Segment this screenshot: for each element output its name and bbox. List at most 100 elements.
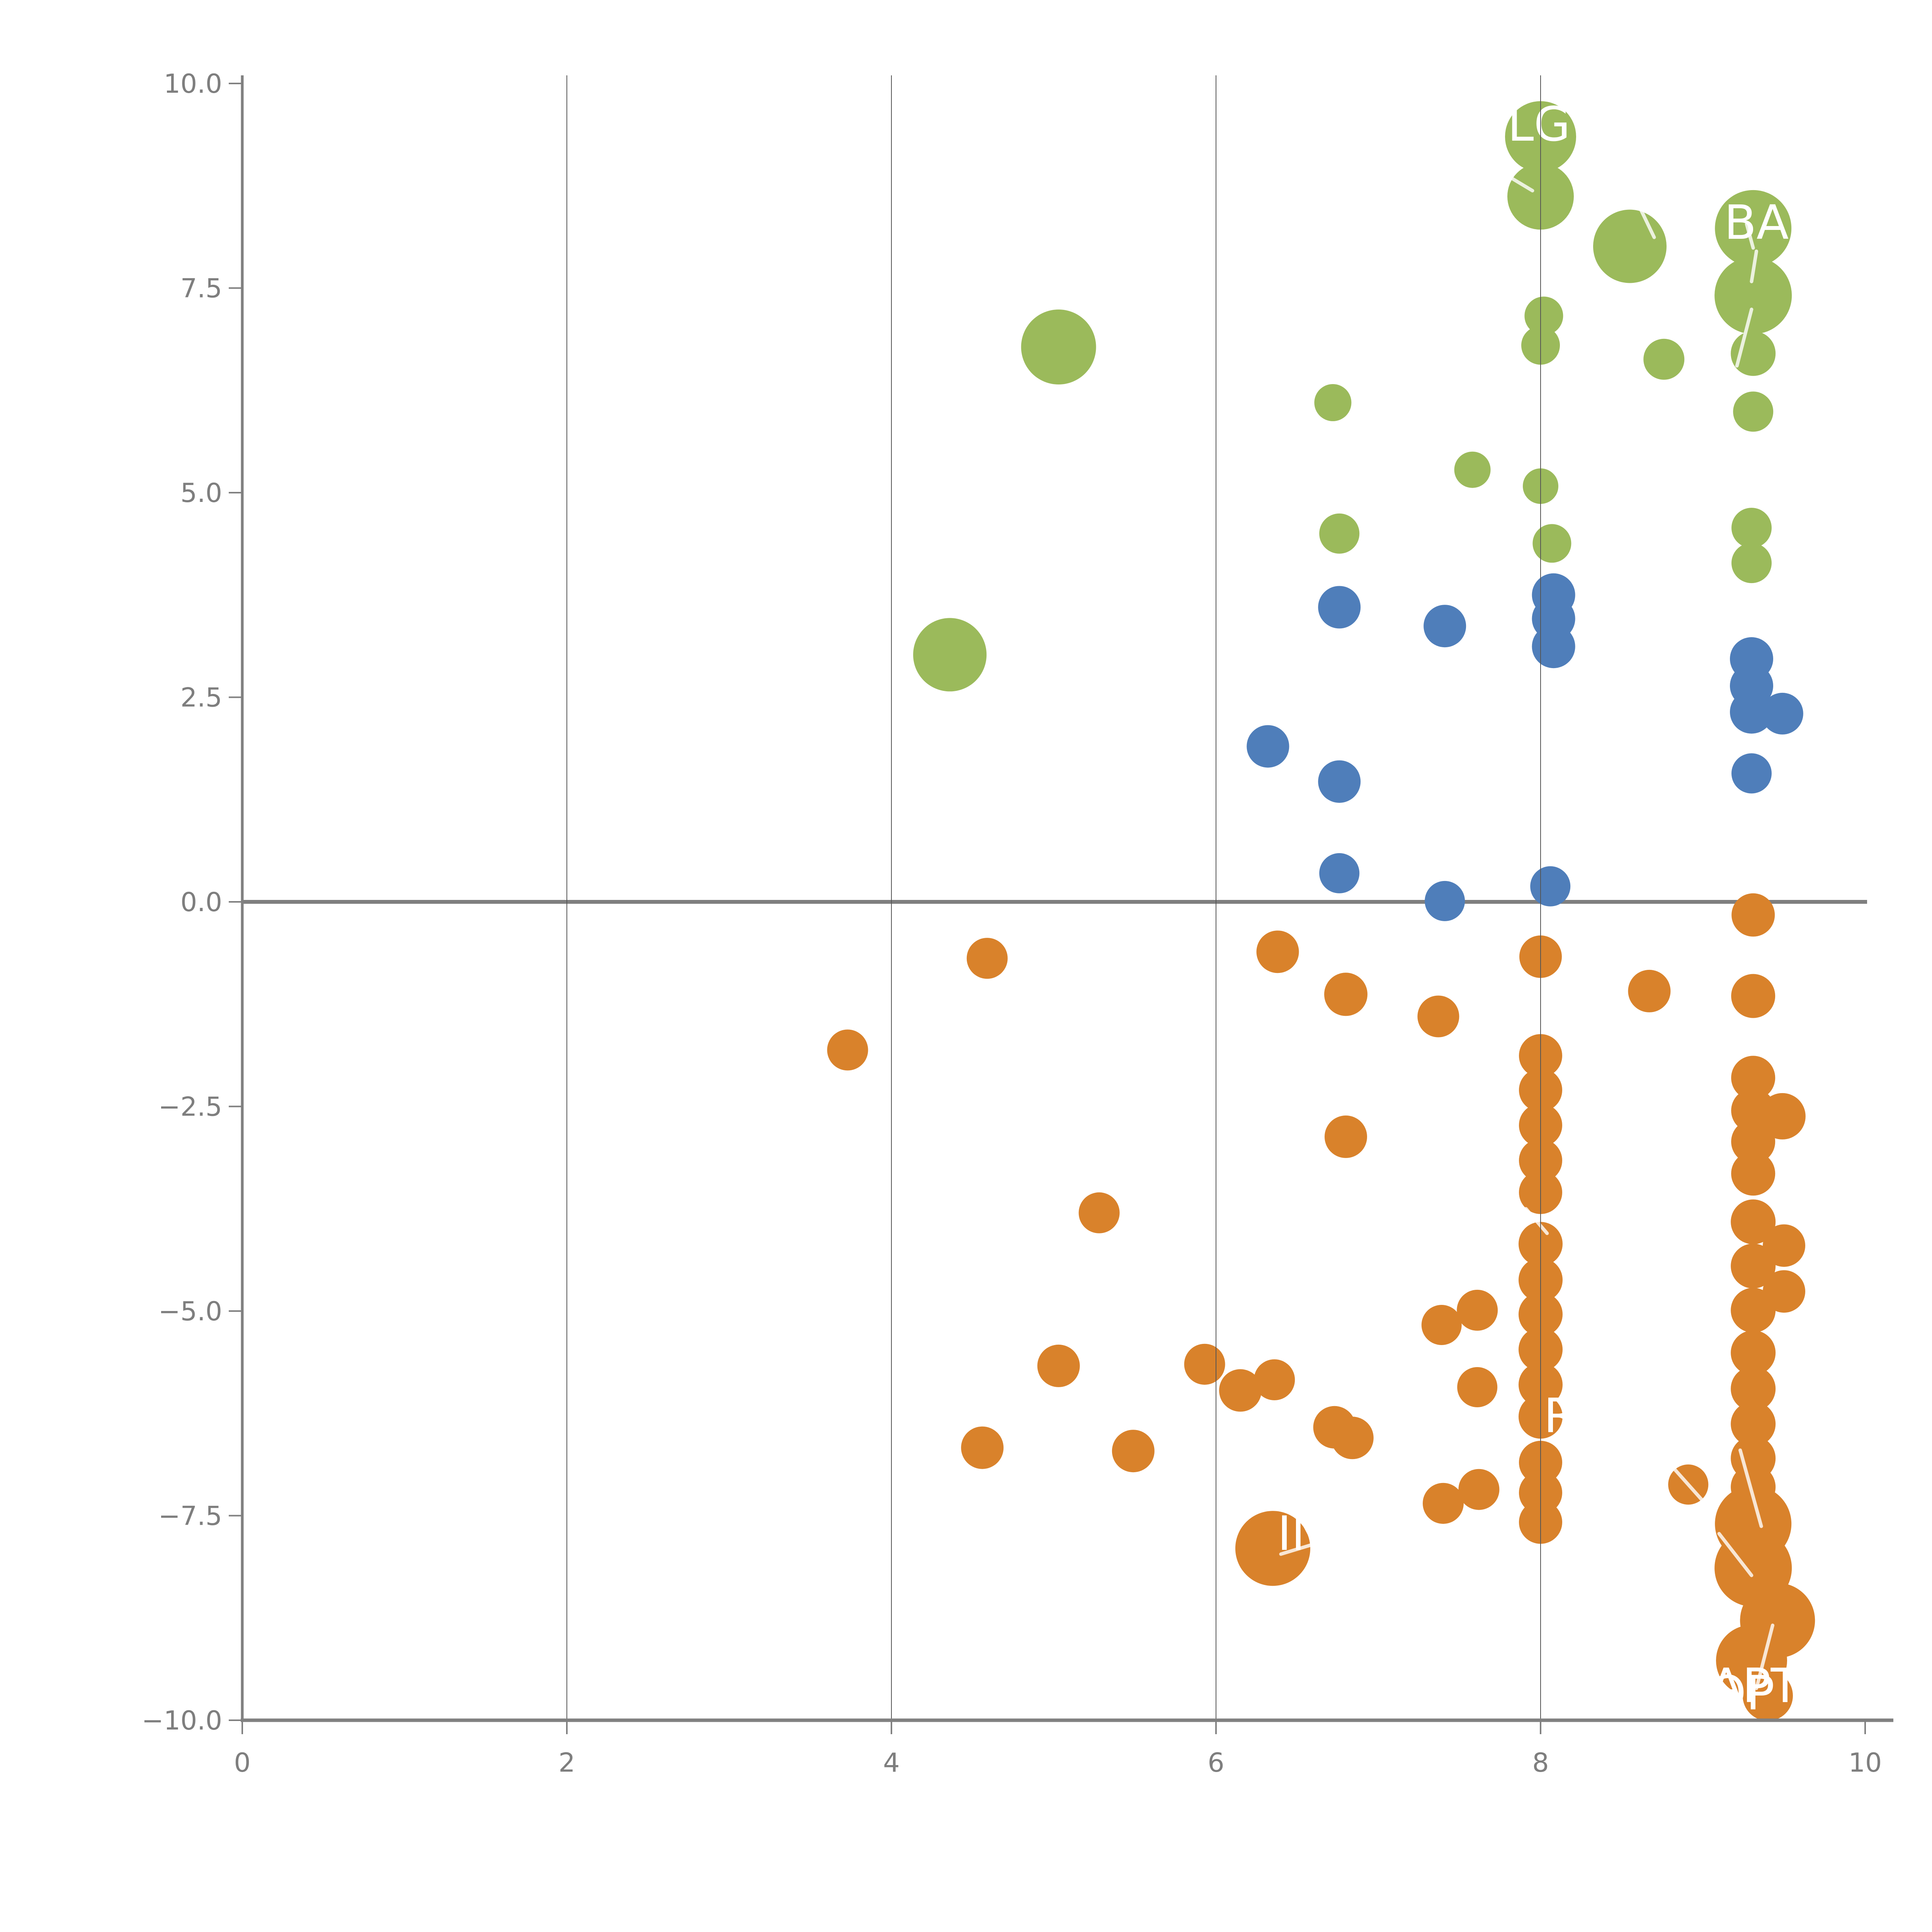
data-point-green bbox=[1524, 296, 1563, 335]
label-leader-line bbox=[1672, 1466, 1705, 1503]
data-point-orange bbox=[1417, 995, 1459, 1037]
x-tick-label: 10 bbox=[1849, 1748, 1882, 1778]
data-point-blue bbox=[1318, 760, 1361, 803]
data-point-orange bbox=[1324, 973, 1367, 1016]
data-point-green bbox=[1314, 384, 1352, 421]
point-label: QP bbox=[1709, 1666, 1775, 1721]
y-tick-label: −2.5 bbox=[158, 1092, 222, 1122]
data-point-blue bbox=[1730, 690, 1773, 734]
label-leader-line bbox=[1750, 249, 1759, 284]
label-leader-line bbox=[1755, 1623, 1775, 1690]
x-tick-label: 0 bbox=[234, 1748, 250, 1778]
label-leader-line bbox=[1505, 173, 1534, 192]
data-point-orange bbox=[1628, 969, 1671, 1012]
label-leader-line bbox=[1524, 1207, 1549, 1235]
point-label: LG bbox=[1508, 97, 1571, 152]
data-point-orange bbox=[1219, 1369, 1262, 1412]
data-point-green bbox=[1643, 338, 1685, 380]
data-point-orange bbox=[1254, 1359, 1295, 1400]
data-point-orange bbox=[1731, 1401, 1776, 1447]
series-orange bbox=[827, 893, 1815, 1721]
data-point-green bbox=[1731, 331, 1776, 376]
data-point-green bbox=[1319, 513, 1360, 554]
label-leader-line bbox=[1639, 208, 1656, 239]
series-blue bbox=[1247, 573, 1803, 921]
data-point-orange bbox=[1423, 1483, 1464, 1524]
data-point-orange bbox=[1731, 1287, 1776, 1333]
leader-line-layer bbox=[1279, 173, 1775, 1690]
label-leader-line bbox=[1279, 1543, 1315, 1556]
data-point-orange bbox=[1731, 1056, 1776, 1100]
data-point-orange bbox=[1731, 1199, 1776, 1245]
data-point-orange bbox=[1184, 1344, 1225, 1385]
data-point-orange bbox=[1256, 930, 1299, 973]
y-tick-label: 0.0 bbox=[180, 887, 222, 918]
data-point-orange bbox=[827, 1029, 868, 1071]
y-tick-label: −5.0 bbox=[158, 1296, 222, 1327]
data-point-orange bbox=[1112, 1430, 1155, 1473]
x-tick-label: 8 bbox=[1532, 1748, 1549, 1778]
data-point-orange bbox=[1731, 1243, 1776, 1289]
data-point-orange bbox=[1458, 1469, 1500, 1510]
data-point-orange bbox=[1731, 1330, 1776, 1375]
data-point-blue bbox=[1423, 605, 1466, 648]
data-point-green bbox=[1532, 524, 1571, 563]
data-point-blue bbox=[1319, 853, 1360, 893]
data-point-orange bbox=[1731, 1366, 1776, 1412]
x-tick-label: 2 bbox=[558, 1748, 575, 1778]
data-point-orange bbox=[1731, 1119, 1776, 1164]
data-point-orange bbox=[1037, 1344, 1080, 1387]
data-point-green bbox=[1454, 451, 1491, 488]
y-tick-label: −10.0 bbox=[142, 1706, 222, 1736]
data-point-orange bbox=[1235, 1511, 1310, 1586]
y-tick-label: 7.5 bbox=[180, 274, 222, 304]
data-point-green bbox=[1714, 257, 1792, 334]
data-point-blue bbox=[1761, 692, 1803, 735]
data-point-orange bbox=[1457, 1289, 1498, 1331]
point-label: IN bbox=[1277, 1506, 1327, 1561]
data-point-orange bbox=[1078, 1192, 1120, 1233]
label-leader-line bbox=[1745, 222, 1755, 250]
data-point-orange bbox=[1731, 1151, 1776, 1196]
data-point-orange bbox=[1763, 1224, 1805, 1267]
data-point-green bbox=[1715, 190, 1792, 267]
data-point-orange bbox=[1731, 893, 1775, 937]
y-tick-label: −7.5 bbox=[158, 1501, 222, 1532]
data-point-orange bbox=[1457, 1367, 1498, 1407]
series-layer bbox=[827, 101, 1815, 1721]
x-tick-label: 4 bbox=[883, 1748, 900, 1778]
y-tick-label: 10.0 bbox=[164, 69, 222, 99]
data-point-orange bbox=[1331, 1417, 1374, 1459]
x-tick-label: 6 bbox=[1208, 1748, 1224, 1778]
label-leader-line bbox=[1735, 308, 1753, 368]
data-point-orange bbox=[961, 1426, 1004, 1469]
data-point-orange bbox=[1325, 1115, 1367, 1158]
y-tick-label: 5.0 bbox=[180, 478, 222, 509]
data-point-green bbox=[1731, 508, 1772, 548]
data-point-green bbox=[913, 618, 987, 692]
data-point-orange bbox=[966, 938, 1008, 979]
data-point-orange bbox=[1731, 974, 1776, 1018]
gridline-layer bbox=[566, 75, 1541, 1720]
data-point-green bbox=[1731, 543, 1772, 583]
label-leader-line bbox=[1738, 1448, 1763, 1528]
data-point-blue bbox=[1731, 753, 1772, 794]
data-point-blue bbox=[1425, 881, 1465, 921]
data-point-orange bbox=[1743, 1670, 1793, 1721]
point-label: R bbox=[1544, 1388, 1577, 1443]
tick-layer: 0 2 4 6 8 10 10.0 7.5 5.0 2.5 0.0 −2.5 −5.0 −7.5 −10.0 bbox=[142, 69, 1882, 1778]
y-tick-label: 2.5 bbox=[180, 683, 222, 713]
data-point-green bbox=[1593, 209, 1667, 283]
data-point-orange bbox=[1421, 1305, 1462, 1345]
data-point-blue bbox=[1532, 625, 1575, 668]
label-leader-line bbox=[1717, 1532, 1753, 1577]
data-point-blue bbox=[1247, 725, 1289, 768]
data-point-blue bbox=[1318, 586, 1361, 629]
data-point-green bbox=[1733, 391, 1774, 432]
data-point-blue bbox=[1530, 866, 1571, 906]
data-point-green bbox=[1021, 310, 1096, 384]
axis-layer bbox=[241, 75, 1893, 1722]
